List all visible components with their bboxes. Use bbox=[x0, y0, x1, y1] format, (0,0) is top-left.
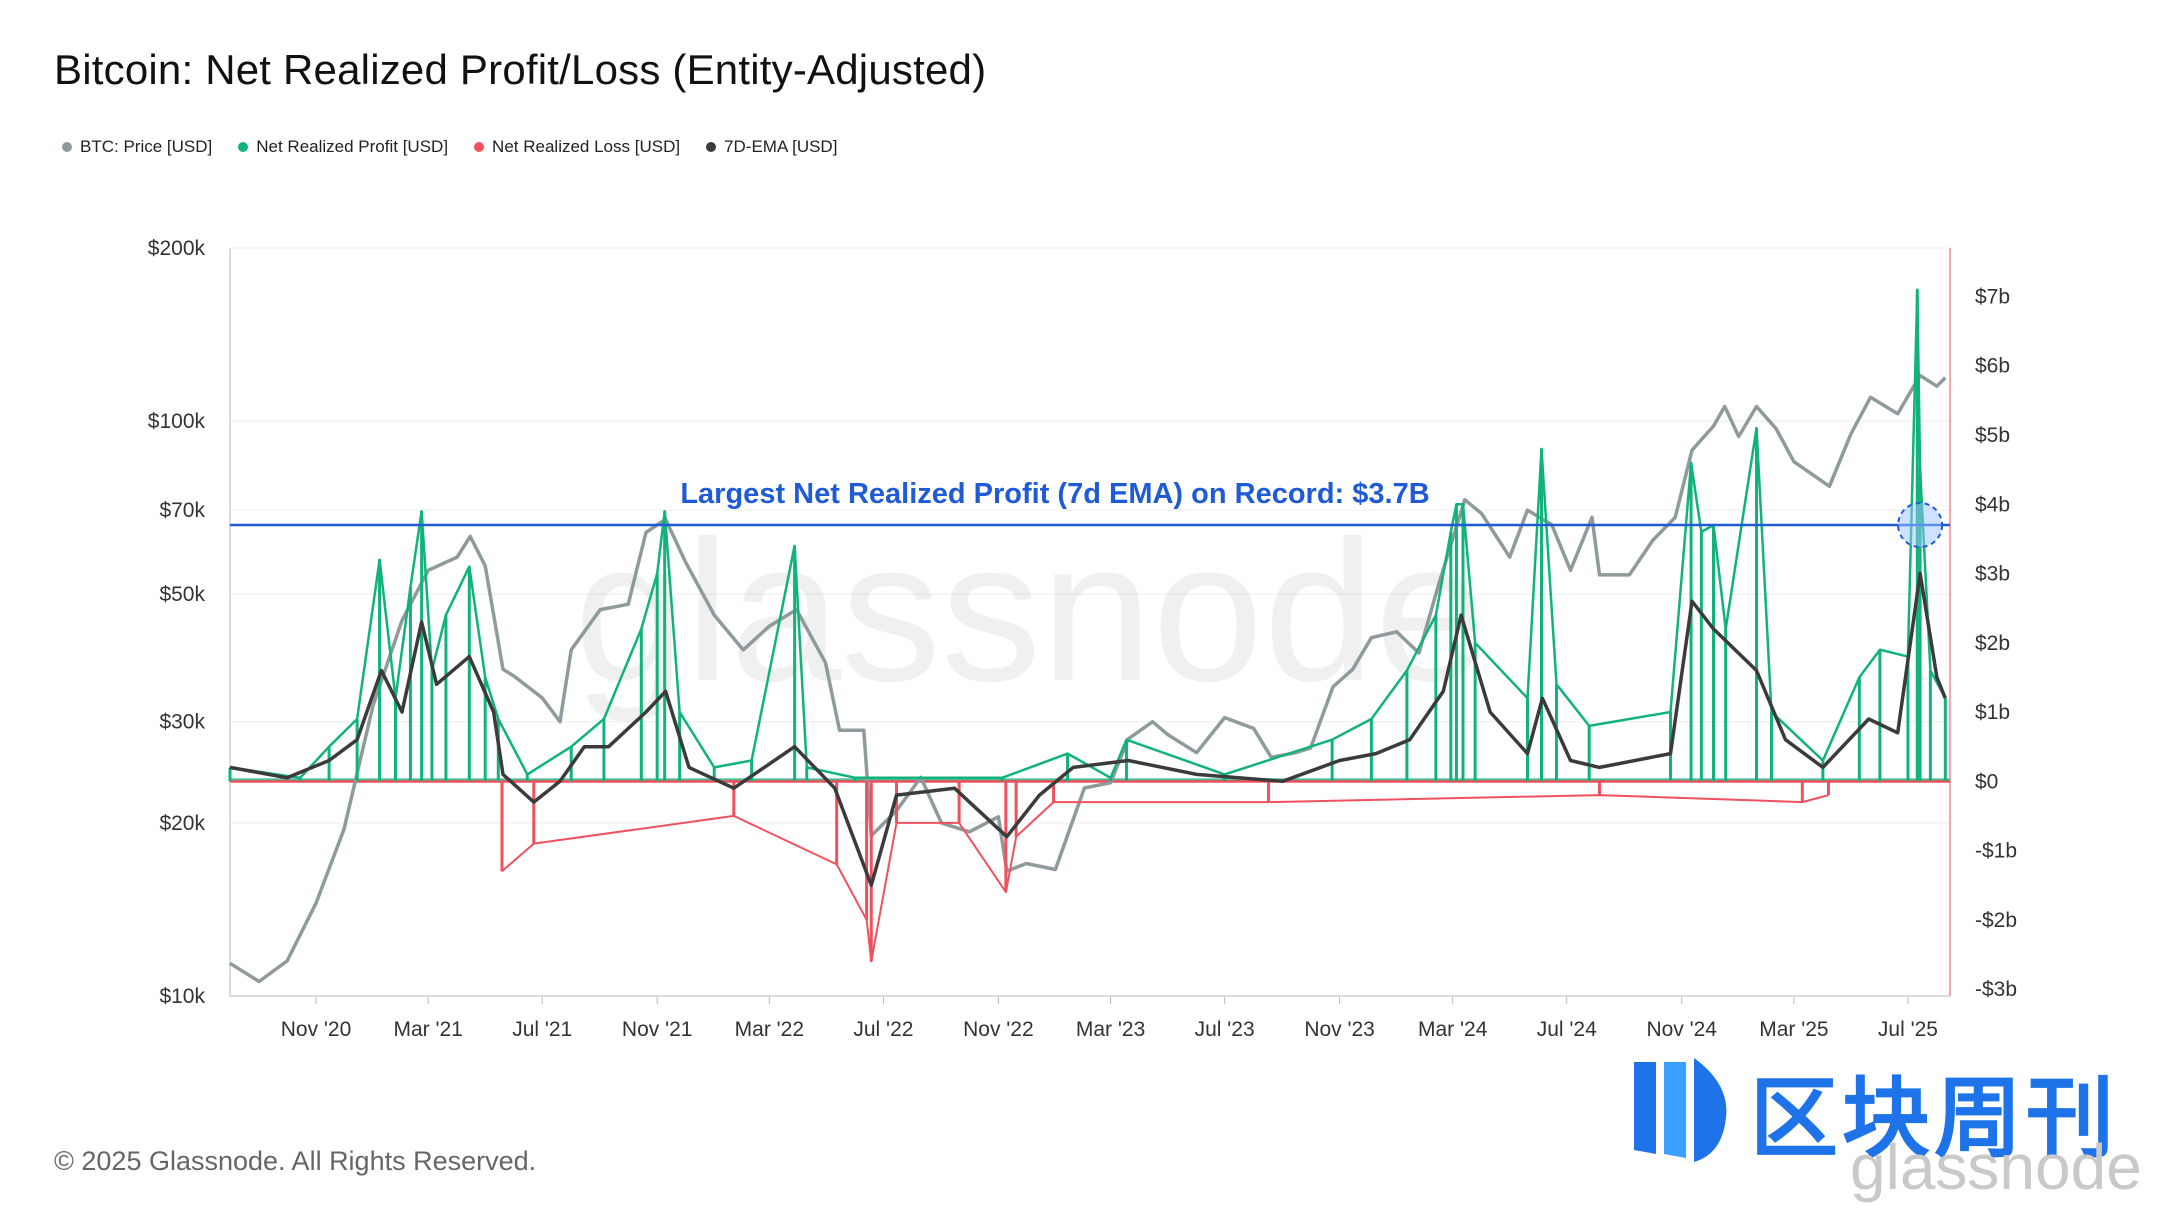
y-left-tick-label: $30k bbox=[159, 711, 205, 734]
profit-line bbox=[229, 288, 1947, 780]
x-tick-label: Mar '21 bbox=[393, 1018, 462, 1041]
legend-swatch-profit bbox=[238, 142, 249, 152]
y-right-tick-label: $3b bbox=[1975, 563, 2010, 586]
legend-swatch-price bbox=[62, 142, 72, 152]
y-right-tick-label: $2b bbox=[1975, 632, 2010, 655]
x-tick-label: Mar '25 bbox=[1759, 1018, 1828, 1041]
legend-swatch-ema bbox=[706, 142, 717, 152]
y-right-tick-label: $6b bbox=[1975, 355, 2010, 378]
y-left-tick-label: $50k bbox=[159, 583, 205, 606]
x-tick-label: Nov '23 bbox=[1304, 1018, 1375, 1041]
record-highlight-marker bbox=[1897, 502, 1944, 549]
legend-item-price[interactable]: BTC: Price [USD] bbox=[62, 137, 212, 157]
y-right-tick-label: -$3b bbox=[1975, 978, 2017, 1001]
brand-logo-icon bbox=[1634, 1058, 1727, 1162]
x-tick-label: Jul '22 bbox=[853, 1018, 913, 1041]
x-tick-label: Mar '24 bbox=[1418, 1018, 1488, 1041]
loss-spike-group bbox=[500, 781, 1830, 962]
legend-label-price: BTC: Price [USD] bbox=[80, 137, 213, 156]
record-annotation: Largest Net Realized Profit (7d EMA) on … bbox=[680, 478, 1429, 510]
price-line bbox=[229, 373, 1947, 984]
y-right-tick-label: $7b bbox=[1975, 285, 2010, 308]
loss-line bbox=[501, 794, 1829, 963]
y-right-tick-label: -$1b bbox=[1975, 840, 2017, 863]
y-left-tick-label: $20k bbox=[159, 812, 205, 835]
legend-label-ema: 7D-EMA [USD] bbox=[724, 137, 838, 156]
x-tick-label: Nov '21 bbox=[622, 1018, 693, 1041]
x-tick-label: Jul '21 bbox=[512, 1018, 572, 1041]
y-right-tick-label: $4b bbox=[1975, 493, 2010, 516]
page-title: Bitcoin: Net Realized Profit/Loss (Entit… bbox=[54, 46, 987, 93]
x-tick-label: Jul '24 bbox=[1537, 1018, 1597, 1041]
ema-line bbox=[229, 571, 1947, 887]
y-left-tick-label: $70k bbox=[159, 499, 205, 522]
legend-label-profit: Net Realized Profit [USD] bbox=[256, 137, 449, 156]
y-right-tick-label: $0 bbox=[1975, 770, 1998, 793]
legend-item-loss[interactable]: Net Realized Loss [USD] bbox=[474, 137, 680, 157]
legend-label-loss: Net Realized Loss [USD] bbox=[492, 137, 681, 156]
y-left-tick-label: $10k bbox=[159, 985, 205, 1008]
x-tick-label: Nov '22 bbox=[963, 1018, 1034, 1041]
legend-item-profit[interactable]: Net Realized Profit [USD] bbox=[238, 137, 448, 157]
brand-logo-subtext: glassnode bbox=[1850, 1131, 2142, 1203]
copyright-text: © 2025 Glassnode. All Rights Reserved. bbox=[54, 1146, 537, 1176]
x-tick-label: Nov '20 bbox=[281, 1018, 352, 1041]
y-right-tick-label: $5b bbox=[1975, 424, 2010, 447]
legend: BTC: Price [USD] Net Realized Profit [US… bbox=[62, 137, 837, 157]
x-tick-label: Mar '22 bbox=[735, 1018, 804, 1041]
x-tick-label: Mar '23 bbox=[1076, 1018, 1145, 1041]
x-tick-label: Jul '23 bbox=[1195, 1018, 1255, 1041]
y-left-tick-label: $100k bbox=[148, 410, 206, 433]
x-tick-label: Jul '25 bbox=[1878, 1018, 1938, 1041]
legend-swatch-loss bbox=[474, 142, 485, 152]
legend-item-ema[interactable]: 7D-EMA [USD] bbox=[706, 137, 837, 157]
x-tick-label: Nov '24 bbox=[1646, 1018, 1717, 1041]
y-right-tick-label: $1b bbox=[1975, 701, 2010, 724]
y-left-tick-label: $200k bbox=[148, 237, 206, 260]
brand-logo-text: 区块周刊 bbox=[1750, 1067, 2119, 1170]
y-right-tick-label: -$2b bbox=[1975, 909, 2017, 932]
